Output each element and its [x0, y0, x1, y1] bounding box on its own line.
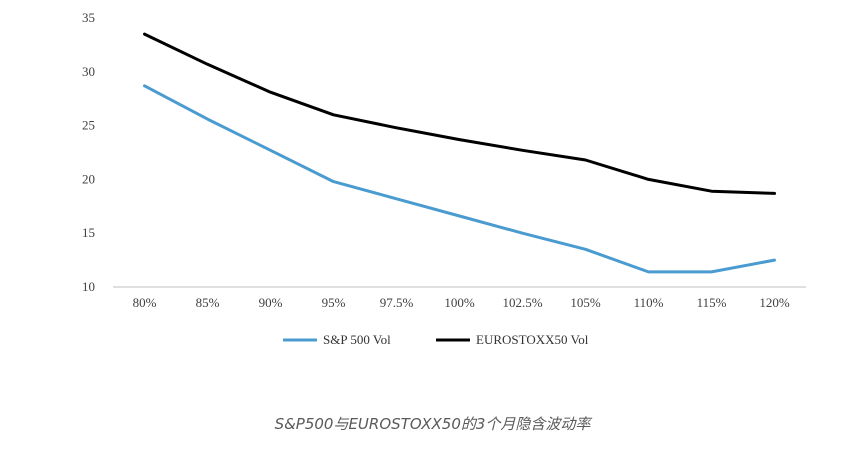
- x-tick-label: 100%: [444, 295, 475, 310]
- series-line-sp500: [143, 84, 776, 274]
- x-tick-label: 97.5%: [380, 295, 414, 310]
- figure-caption: S&P500与EUROSTOXX50的3个月隐含波动率: [274, 415, 591, 433]
- x-axis: 80% 85% 90% 95% 97.5% 100% 102.5% 105% 110% 115% 1…: [133, 295, 790, 310]
- x-tick-label: 102.5%: [502, 295, 542, 310]
- y-tick-label: 25: [82, 118, 95, 133]
- x-tick-label: 120%: [759, 295, 790, 310]
- y-tick-label: 20: [82, 171, 95, 186]
- legend-label-sp500: S&P 500 Vol: [323, 332, 391, 347]
- implied-volatility-chart: 10 15 20 25 30 35 80% 85% 90% 95% 97.5% 100% 102.5%…: [82, 10, 806, 347]
- legend: S&P 500 Vol EUROSTOXX50 Vol: [283, 332, 589, 347]
- y-axis: 10 15 20 25 30 35: [82, 10, 95, 294]
- x-tick-label: 90%: [259, 295, 283, 310]
- x-tick-label: 95%: [322, 295, 346, 310]
- series-line-eurostoxx50: [143, 32, 776, 195]
- x-tick-label: 80%: [133, 295, 157, 310]
- y-tick-label: 10: [82, 279, 95, 294]
- x-tick-label: 105%: [570, 295, 601, 310]
- y-tick-label: 30: [82, 64, 95, 79]
- x-tick-label: 85%: [196, 295, 220, 310]
- legend-label-eurostoxx50: EUROSTOXX50 Vol: [476, 332, 589, 347]
- x-tick-label: 115%: [697, 295, 727, 310]
- x-tick-label: 110%: [634, 295, 664, 310]
- y-tick-label: 35: [82, 10, 95, 25]
- series-lines: [143, 32, 776, 274]
- y-tick-label: 15: [82, 225, 95, 240]
